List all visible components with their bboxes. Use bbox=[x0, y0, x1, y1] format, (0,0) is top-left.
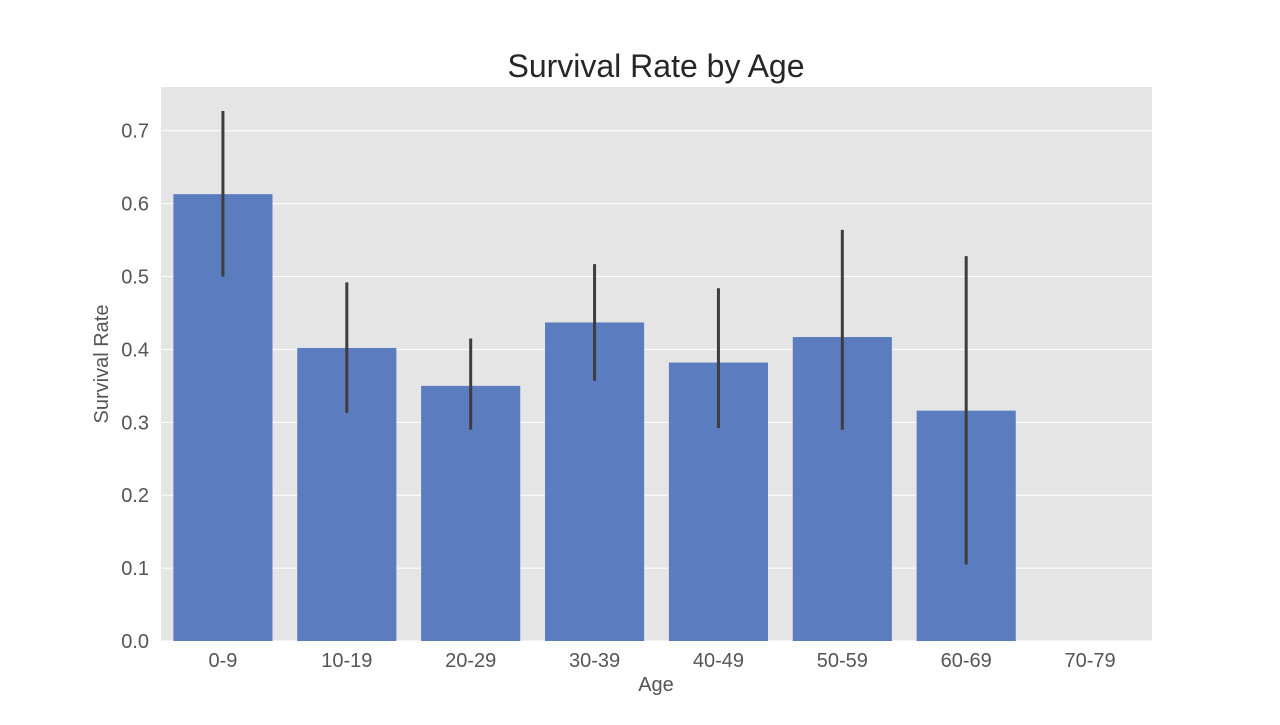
y-tick-label: 0.2 bbox=[121, 485, 149, 507]
x-tick-label: 60-69 bbox=[941, 650, 992, 672]
x-tick-label: 50-59 bbox=[817, 650, 868, 672]
x-tick-label: 10-19 bbox=[321, 650, 372, 672]
y-tick-label: 0.4 bbox=[121, 339, 149, 361]
x-tick-label: 30-39 bbox=[569, 650, 620, 672]
x-tick-labels: 0-9 10-19 20-29 30-39 40-49 50-59 60-69 70-79 bbox=[208, 650, 1115, 672]
y-tick-label: 0.3 bbox=[121, 412, 149, 434]
x-axis-label: Age bbox=[638, 674, 674, 696]
y-tick-label: 0.5 bbox=[121, 267, 149, 289]
y-tick-labels: 0.0 0.1 0.2 0.3 0.4 0.5 0.6 0.7 bbox=[121, 121, 149, 653]
x-tick-label: 70-79 bbox=[1064, 650, 1115, 672]
y-axis-label: Survival Rate bbox=[91, 305, 113, 424]
y-tick-label: 0.6 bbox=[121, 194, 149, 216]
bars bbox=[173, 194, 1016, 641]
y-tick-label: 0.0 bbox=[121, 631, 149, 653]
error-bars bbox=[221, 111, 968, 565]
x-tick-label: 40-49 bbox=[693, 650, 744, 672]
chart-title: Survival Rate by Age bbox=[507, 48, 804, 84]
y-tick-label: 0.1 bbox=[121, 558, 149, 580]
x-tick-label: 20-29 bbox=[445, 650, 496, 672]
y-tick-label: 0.7 bbox=[121, 121, 149, 143]
x-tick-label: 0-9 bbox=[208, 650, 237, 672]
